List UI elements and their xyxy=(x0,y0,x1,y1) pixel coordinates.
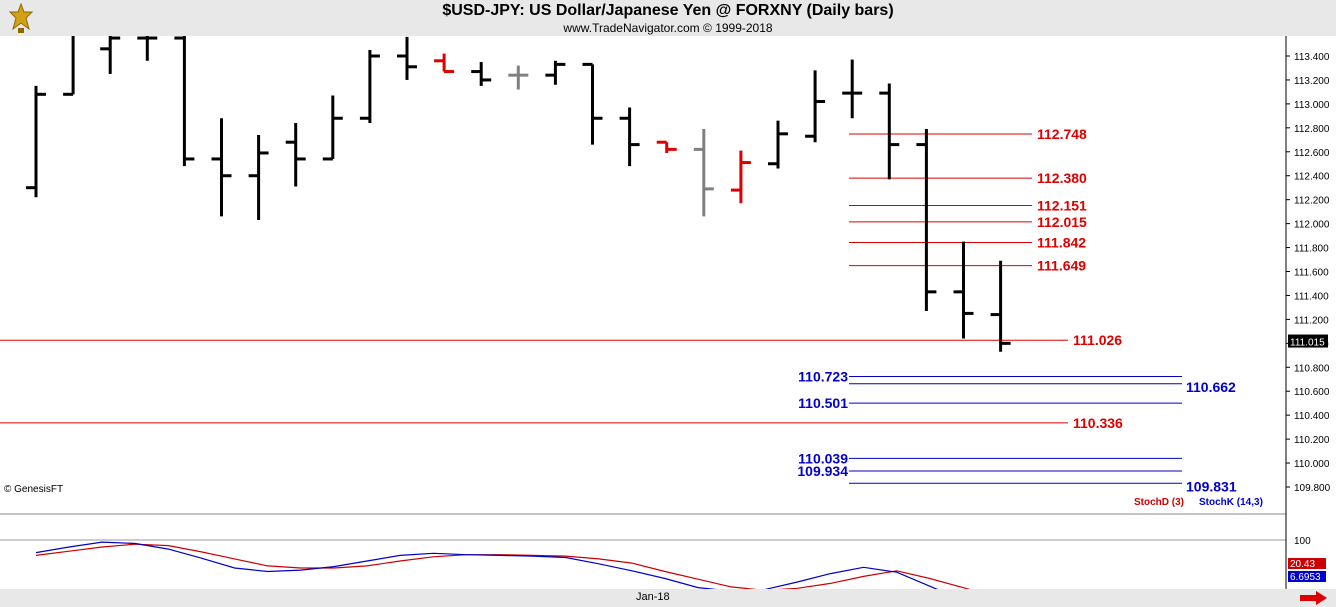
level-label: 110.039 xyxy=(798,450,848,466)
date-axis-bar xyxy=(0,589,1336,607)
level-label: 112.748 xyxy=(1037,126,1087,142)
level-label: 112.380 xyxy=(1037,170,1087,186)
date-axis-label: Jan-18 xyxy=(636,591,670,603)
last-price-box xyxy=(1288,334,1328,348)
level-label: 112.015 xyxy=(1037,214,1087,230)
stoch-value-label: 6.6953 xyxy=(1290,572,1321,583)
price-tick-label: 111.200 xyxy=(1294,315,1329,326)
stoch-series-line xyxy=(35,541,997,606)
stoch-value-box xyxy=(1288,558,1326,569)
last-price-label: 111.015 xyxy=(1290,338,1325,349)
stoch-tick-label: 100 xyxy=(1294,536,1311,547)
stoch-value-box xyxy=(1288,571,1326,582)
price-tick-label: 109.800 xyxy=(1294,483,1331,494)
price-tick-label: 113.000 xyxy=(1294,100,1330,111)
stoch-series-line xyxy=(35,543,997,598)
stoch-legend-d: StochD (3) xyxy=(1134,497,1184,508)
chart-title: $USD-JPY: US Dollar/Japanese Yen @ FORXN… xyxy=(442,2,894,19)
price-tick-label: 111.800 xyxy=(1294,244,1329,255)
scroll-right-arrow-icon[interactable] xyxy=(1298,591,1328,605)
level-label: 109.934 xyxy=(797,463,848,479)
level-label: 109.831 xyxy=(1186,478,1237,494)
stoch-legend-k: StochK (14,3) xyxy=(1199,497,1263,508)
price-tick-label: 110.200 xyxy=(1294,435,1330,446)
price-tick-label: 111.600 xyxy=(1294,268,1329,279)
level-label: 110.336 xyxy=(1073,415,1123,431)
level-label: 110.723 xyxy=(798,368,848,384)
price-tick-label: 113.400 xyxy=(1294,52,1330,63)
header-bar xyxy=(0,0,1336,36)
price-tick-label: 113.200 xyxy=(1294,76,1330,87)
price-tick-label: 110.600 xyxy=(1294,387,1330,398)
stoch-value-label: 20.43 xyxy=(1290,559,1315,570)
copyright-text: © GenesisFT xyxy=(4,484,63,495)
level-label: 111.842 xyxy=(1037,235,1086,251)
level-label: 111.026 xyxy=(1073,332,1122,348)
price-tick-label: 110.800 xyxy=(1294,363,1330,374)
price-tick-label: 112.400 xyxy=(1294,172,1330,183)
price-tick-label: 112.800 xyxy=(1294,124,1330,135)
level-label: 110.501 xyxy=(798,395,848,411)
price-tick-label: 112.600 xyxy=(1294,148,1330,159)
price-tick-label: 112.200 xyxy=(1294,196,1330,207)
level-label: 110.662 xyxy=(1186,379,1236,395)
level-label: 111.649 xyxy=(1037,258,1086,274)
price-tick-label: 112.000 xyxy=(1294,220,1330,231)
trade-navigator-logo-icon xyxy=(8,2,34,33)
price-tick-label: 110.000 xyxy=(1294,459,1330,470)
price-tick-label: 110.400 xyxy=(1294,411,1330,422)
price-tick-label: 111.400 xyxy=(1294,291,1329,302)
chart-subtitle: www.TradeNavigator.com © 1999-2018 xyxy=(563,21,773,35)
price-axis-background xyxy=(1286,36,1336,589)
stochastic-panel xyxy=(0,513,1286,606)
level-label: 112.151 xyxy=(1037,198,1087,214)
